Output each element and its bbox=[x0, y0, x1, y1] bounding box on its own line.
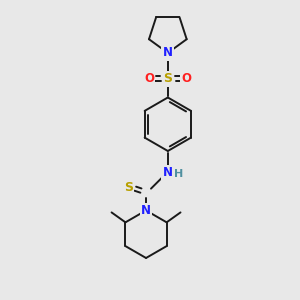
Text: N: N bbox=[163, 166, 173, 179]
Text: O: O bbox=[182, 72, 192, 85]
Text: N: N bbox=[141, 204, 151, 217]
Text: H: H bbox=[174, 169, 183, 179]
Text: S: S bbox=[163, 72, 172, 85]
Text: N: N bbox=[163, 46, 173, 59]
Text: O: O bbox=[144, 72, 154, 85]
Text: S: S bbox=[124, 181, 133, 194]
